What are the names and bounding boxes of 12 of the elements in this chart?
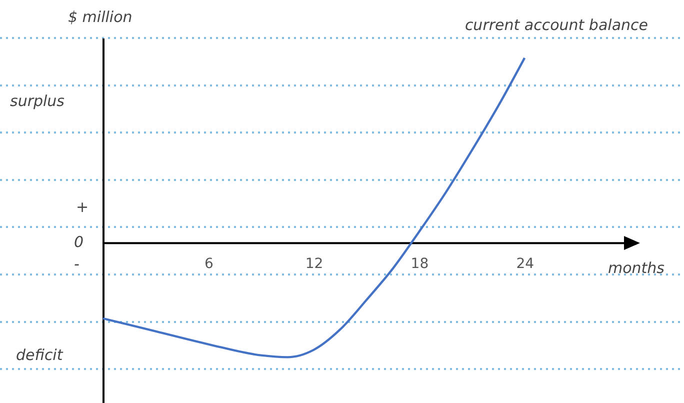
text: + [76,198,89,216]
x-tick-label: 12 [305,256,324,272]
text: surplus [10,92,64,110]
x-axis-title: months [608,259,664,277]
x-tick-label: 24 [516,256,534,272]
x-tick-label: 18 [410,256,429,272]
y-axis-title: $ million [68,8,132,26]
text: deficit [16,346,63,364]
text: - [74,254,80,273]
text: current account balance [464,16,648,34]
text: 0 [74,232,84,251]
x-tick-label: 6 [204,256,214,272]
